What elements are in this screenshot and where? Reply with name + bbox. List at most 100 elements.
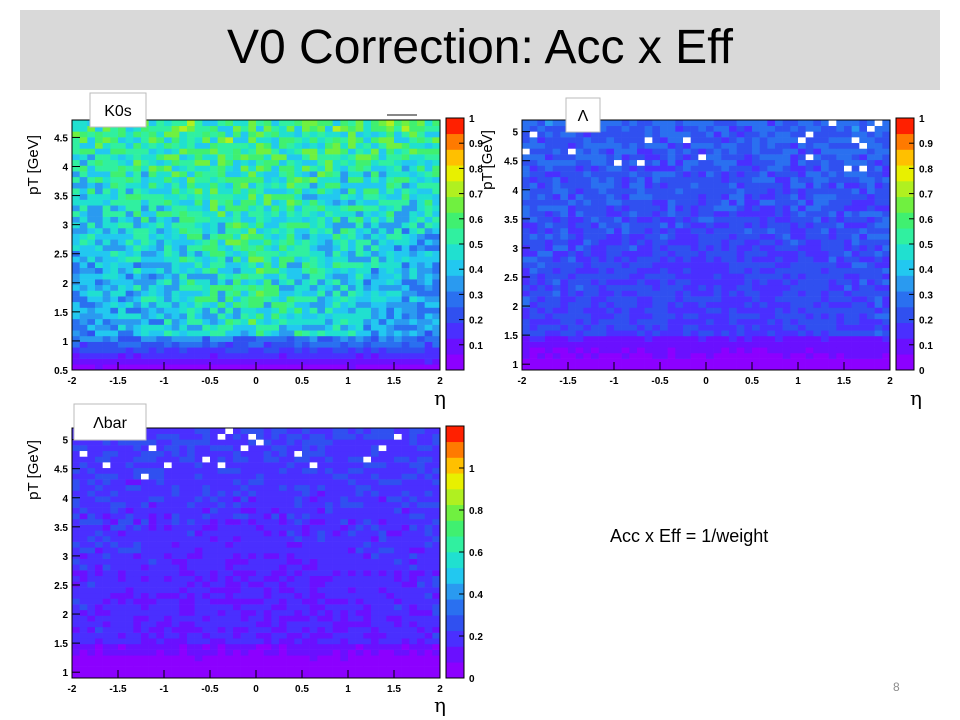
heatmap-cell xyxy=(675,199,684,206)
heatmap-cell xyxy=(667,222,676,229)
heatmap-cell xyxy=(279,267,287,274)
heatmap-cell xyxy=(194,159,203,166)
heatmap-cell xyxy=(325,267,333,274)
heatmap-cell xyxy=(263,125,272,132)
heatmap-cell xyxy=(355,199,364,206)
heatmap-cell xyxy=(340,301,349,308)
heatmap-cell xyxy=(767,250,776,257)
heatmap-cell xyxy=(836,210,845,217)
color-scale-bin xyxy=(896,228,914,245)
heatmap-cell xyxy=(575,347,584,354)
heatmap-cell xyxy=(767,210,776,217)
heatmap-cell xyxy=(72,604,80,611)
heatmap-cell xyxy=(821,267,829,274)
heatmap-cell xyxy=(782,290,791,297)
heatmap-cell xyxy=(348,615,356,622)
heatmap-cell xyxy=(72,165,80,172)
heatmap-cell xyxy=(210,216,218,223)
heatmap-cell xyxy=(95,279,103,286)
heatmap-cell xyxy=(667,199,676,206)
heatmap-cell xyxy=(417,154,425,161)
heatmap-cell xyxy=(614,199,622,206)
heatmap-cell xyxy=(844,239,852,246)
heatmap-cell xyxy=(537,210,546,217)
heatmap-cell xyxy=(317,125,326,132)
heatmap-cell xyxy=(394,352,402,359)
heatmap-cell xyxy=(882,125,891,132)
heatmap-cell xyxy=(279,290,287,297)
heatmap-cell xyxy=(179,142,188,149)
heatmap-cell xyxy=(141,364,149,371)
heatmap-cell xyxy=(148,131,157,138)
heatmap-cell xyxy=(148,262,157,269)
heatmap-cell xyxy=(148,154,157,161)
heatmap-cell xyxy=(256,347,264,354)
heatmap-cell xyxy=(698,301,707,308)
heatmap-cell xyxy=(156,330,165,337)
heatmap-cell xyxy=(102,142,111,149)
heatmap-cell xyxy=(767,347,776,354)
heatmap-cell xyxy=(598,279,607,286)
heatmap-cell xyxy=(355,239,364,246)
slide-title: V0 Correction: Acc x Eff xyxy=(227,21,733,74)
heatmap-cell xyxy=(690,301,699,308)
heatmap-cell xyxy=(95,672,103,679)
heatmap-cell xyxy=(148,341,157,348)
heatmap-cell xyxy=(355,210,364,217)
heatmap-cell xyxy=(325,301,333,308)
y-tick-label: 0.5 xyxy=(54,366,68,377)
heatmap-cell xyxy=(721,307,730,314)
heatmap-cell xyxy=(225,199,234,206)
heatmap-cell xyxy=(767,296,776,303)
heatmap-cell xyxy=(256,205,264,212)
heatmap-cell xyxy=(279,284,287,291)
heatmap-cell xyxy=(87,239,96,246)
heatmap-cell xyxy=(660,358,668,365)
heatmap-cell xyxy=(202,335,211,342)
heatmap-cell xyxy=(529,290,538,297)
heatmap-cell xyxy=(759,199,768,206)
heatmap-cell xyxy=(744,324,753,331)
heatmap-cell xyxy=(424,199,433,206)
heatmap-cell xyxy=(637,188,645,195)
heatmap-cell xyxy=(394,313,402,320)
heatmap-cell xyxy=(194,284,203,291)
heatmap-cell xyxy=(386,250,395,257)
heatmap-cell xyxy=(133,643,142,650)
heatmap-cell xyxy=(340,222,349,229)
heatmap-cell xyxy=(187,324,195,331)
heatmap-cell xyxy=(271,125,280,132)
heatmap-cell xyxy=(394,672,402,679)
heatmap-cell xyxy=(675,188,684,195)
heatmap-cell xyxy=(752,318,760,325)
heatmap-cell xyxy=(363,216,372,223)
heatmap-cell xyxy=(851,154,860,161)
heatmap-cell xyxy=(302,267,310,274)
heatmap-cell xyxy=(583,182,592,189)
heatmap-cell xyxy=(340,660,349,667)
heatmap-cell xyxy=(217,666,226,673)
heatmap-cell xyxy=(529,307,538,314)
heatmap-cell xyxy=(759,262,768,269)
heatmap-cell xyxy=(95,137,103,144)
heatmap-cell xyxy=(752,176,760,183)
heatmap-cell xyxy=(72,330,80,337)
heatmap-cell xyxy=(125,142,134,149)
heatmap-cell xyxy=(148,307,157,314)
heatmap-cell xyxy=(775,352,783,359)
heatmap-cell xyxy=(363,313,372,320)
heatmap-cell xyxy=(171,165,180,172)
heatmap-cell xyxy=(125,666,134,673)
heatmap-cell xyxy=(545,324,553,331)
heatmap-cell xyxy=(729,341,737,348)
heatmap-cell xyxy=(409,672,418,679)
heatmap-cell xyxy=(652,364,661,371)
heatmap-cell xyxy=(141,341,149,348)
heatmap-cell xyxy=(698,245,707,251)
heatmap-cell xyxy=(194,364,203,371)
heatmap-cell xyxy=(432,341,441,348)
heatmap-cell xyxy=(606,222,615,229)
heatmap-cell xyxy=(828,125,837,132)
heatmap-cell xyxy=(156,165,165,172)
heatmap-cell xyxy=(87,267,96,274)
